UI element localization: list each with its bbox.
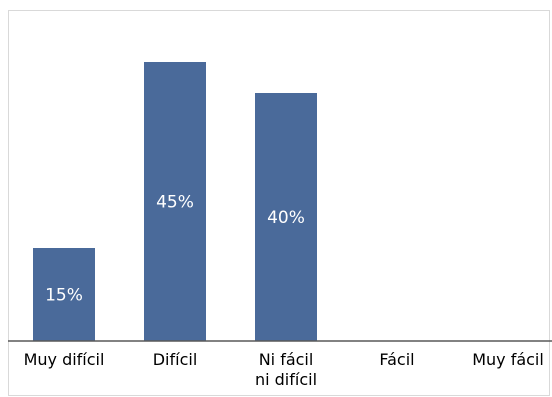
x-tick-label-facil: Fácil xyxy=(379,350,414,369)
x-tick-label-dificil: Difícil xyxy=(153,350,198,369)
data-label-ni-facil-ni-dificil: 40% xyxy=(267,208,305,228)
x-tick-label-line: Muy fácil xyxy=(472,350,544,369)
x-tick-label-muy-facil: Muy fácil xyxy=(472,350,544,369)
x-tick-label-line: Fácil xyxy=(379,350,414,369)
x-tick-label-ni-facil-ni-dificil: Ni fácil ni difícil xyxy=(255,350,317,389)
x-tick-label-line: ni difícil xyxy=(255,370,317,389)
bar-muy-dificil xyxy=(33,248,95,341)
bar-ni-facil-ni-dificil xyxy=(255,93,317,341)
x-tick-label-line: Ni fácil xyxy=(259,350,314,369)
category-labels-group: Muy difícil Difícil Ni fácil ni difícil Fáci… xyxy=(24,350,544,389)
data-label-dificil: 45% xyxy=(156,193,194,213)
x-tick-label-muy-dificil: Muy difícil xyxy=(24,350,105,369)
data-label-muy-dificil: 15% xyxy=(45,286,83,306)
bars-group: 15% 45% 40% xyxy=(33,62,317,341)
x-tick-label-line: Difícil xyxy=(153,350,198,369)
bar-dificil xyxy=(144,62,206,341)
x-tick-label-line: Muy difícil xyxy=(24,350,105,369)
